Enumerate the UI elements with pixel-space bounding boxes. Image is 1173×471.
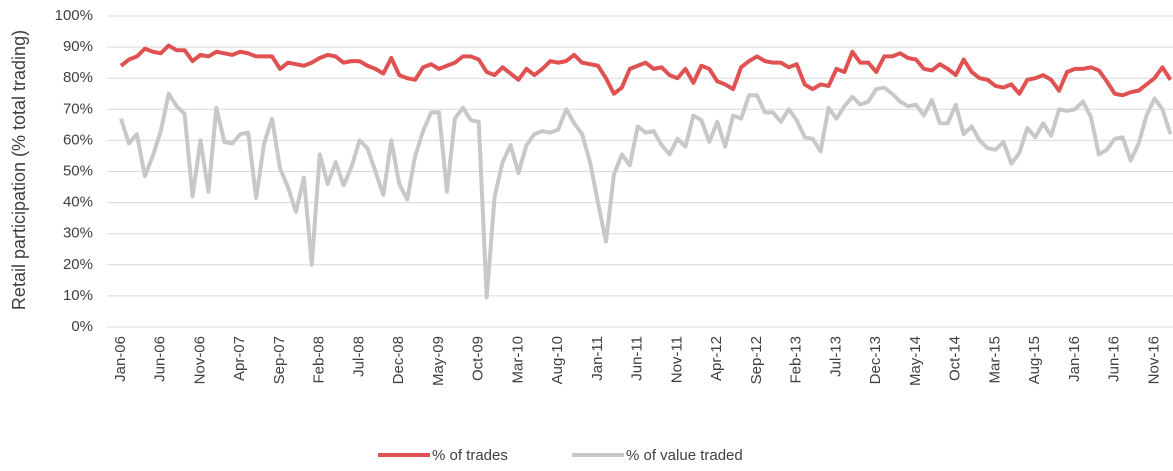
- x-tick-label: Dec-08: [390, 336, 407, 384]
- y-tick-label: 40%: [63, 194, 93, 211]
- y-tick-label: 90%: [63, 38, 93, 55]
- y-tick-label: 60%: [63, 131, 93, 148]
- x-tick-label: Apr-12: [708, 336, 725, 381]
- x-tick-label: Mar-10: [509, 336, 526, 384]
- y-tick-label: 50%: [63, 162, 93, 179]
- y-tick-label: 20%: [63, 256, 93, 273]
- y-tick-label: 30%: [63, 225, 93, 242]
- x-tick-label: Jan-06: [112, 336, 129, 382]
- x-tick-label: Jan-16: [1066, 336, 1083, 382]
- legend-label: % of value traded: [626, 447, 743, 464]
- x-tick-label: May-09: [430, 336, 447, 386]
- y-tick-label: 100%: [55, 7, 93, 24]
- x-tick-label: Nov-06: [191, 336, 208, 384]
- y-tick-label: 70%: [63, 100, 93, 117]
- x-tick-label: Feb-08: [311, 336, 328, 384]
- x-tick-label: Apr-07: [231, 336, 248, 381]
- x-tick-label: Nov-16: [1145, 336, 1162, 384]
- x-tick-label: Mar-15: [986, 336, 1003, 384]
- series-line: [119, 85, 1173, 300]
- y-tick-label: 80%: [63, 69, 93, 86]
- x-tick-label: May-14: [907, 336, 924, 386]
- x-tick-label: Jan-11: [589, 336, 606, 381]
- y-tick-label: 10%: [63, 287, 93, 304]
- x-tick-label: Oct-09: [470, 336, 487, 381]
- x-tick-label: Jun-11: [629, 336, 646, 381]
- y-axis-title: Retail participation (% total trading): [9, 30, 29, 310]
- x-tick-label: Sep-12: [748, 336, 765, 384]
- x-tick-label: Jun-06: [152, 336, 169, 382]
- x-tick-label: Jun-16: [1106, 336, 1123, 382]
- series-line: [119, 43, 1173, 98]
- x-tick-label: Jul-08: [350, 336, 367, 377]
- x-tick-label: Nov-11: [668, 336, 685, 383]
- x-tick-label: Oct-14: [947, 336, 964, 381]
- legend-label: % of trades: [432, 447, 508, 464]
- x-tick-label: Dec-13: [867, 336, 884, 384]
- x-tick-label: Feb-13: [788, 336, 805, 384]
- x-tick-label: Aug-10: [549, 336, 566, 384]
- x-tick-label: Aug-15: [1026, 336, 1043, 384]
- x-tick-label: Jul-13: [827, 336, 844, 377]
- x-tick-label: Sep-07: [271, 336, 288, 384]
- y-tick-label: 0%: [71, 318, 93, 335]
